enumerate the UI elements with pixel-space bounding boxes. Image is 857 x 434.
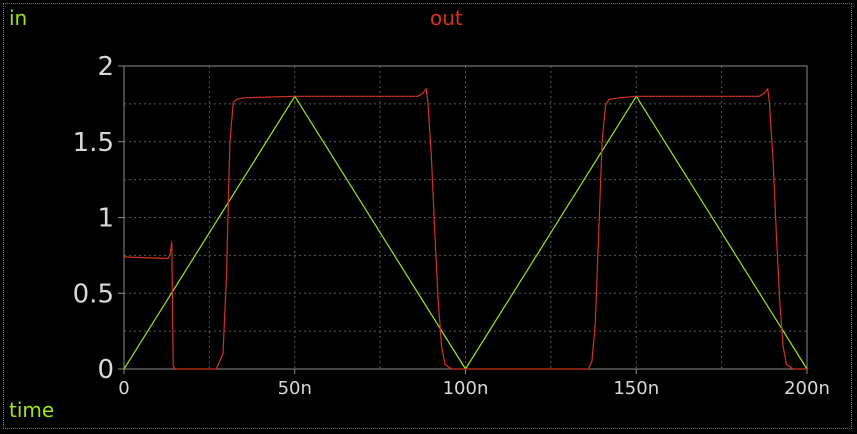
x-tick-label: 50n <box>278 378 312 399</box>
y-tick-label: 0.5 <box>73 279 114 309</box>
x-axis-label: time <box>9 398 55 422</box>
x-tick-label: 150n <box>613 378 659 399</box>
y-tick-label: 0 <box>97 355 114 385</box>
x-tick-label: 0 <box>118 378 129 399</box>
series-line-out <box>123 88 807 370</box>
y-tick-label: 1.5 <box>73 128 114 158</box>
y-tick-label: 1 <box>97 204 114 234</box>
y-tick-label: 2 <box>97 52 114 82</box>
plot-frame <box>3 3 852 429</box>
x-tick-label: 100n <box>443 378 489 399</box>
series-label-out: out <box>430 6 463 30</box>
series-label-in: in <box>9 6 28 30</box>
x-tick-label: 200n <box>784 378 830 399</box>
